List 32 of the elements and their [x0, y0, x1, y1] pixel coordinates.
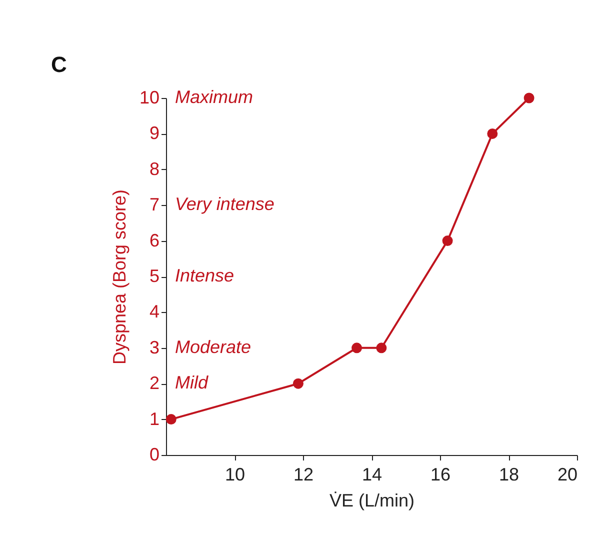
y-axis-title: Dyspnea (Borg score): [109, 189, 130, 365]
x-tick-label: 20: [557, 464, 578, 484]
point: [166, 414, 176, 425]
point: [352, 342, 362, 354]
x-tick-label: 12: [293, 464, 314, 484]
x-axis-title: V̇E (L/min): [329, 490, 415, 510]
x-tick-label: 16: [430, 464, 451, 484]
annotation: Maximum: [175, 87, 254, 107]
y-tick-label: 7: [149, 194, 160, 215]
x-tick-label: 14: [362, 464, 382, 484]
chart-title: C: [50, 52, 67, 77]
point: [292, 378, 304, 389]
y-tick-label: 4: [149, 302, 160, 322]
point: [524, 92, 534, 104]
y-tick-label: 1: [149, 408, 160, 429]
y-tick-label: 3: [149, 337, 160, 358]
point: [442, 236, 453, 246]
point: [376, 342, 387, 354]
y-tick-label: 2: [149, 373, 160, 394]
y-tick-label: 10: [139, 88, 160, 108]
annotation: Mild: [175, 372, 209, 393]
point: [487, 128, 498, 139]
x-tick-label: 10: [224, 464, 246, 484]
y-tick-label: 6: [149, 230, 160, 250]
annotation: Moderate: [175, 336, 252, 357]
y-tick-label: 0: [149, 444, 160, 464]
x-tick-label: 18: [498, 464, 520, 484]
y-tick-label: 5: [149, 266, 160, 286]
y-tick-label: 9: [149, 123, 160, 144]
annotation: Very intense: [175, 194, 274, 214]
annotation: Intense: [175, 266, 234, 286]
y-tick-label: 8: [149, 158, 160, 179]
